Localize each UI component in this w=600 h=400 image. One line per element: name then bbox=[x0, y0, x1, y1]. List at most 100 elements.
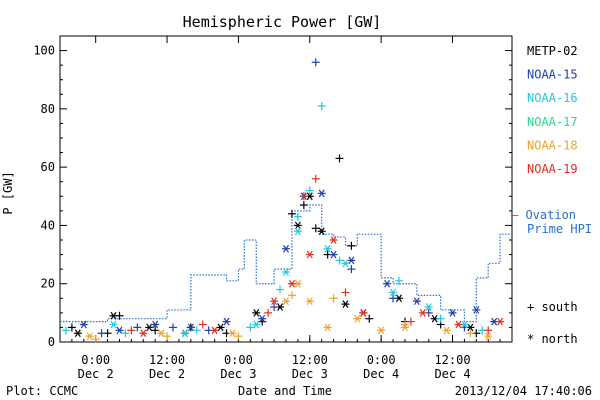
legend: METP-02 NOAA-15 NOAA-16 NOAA-17 NOAA-18 NOAA-… bbox=[511, 44, 592, 346]
north-point bbox=[228, 329, 237, 338]
north-point bbox=[305, 297, 314, 306]
north-point bbox=[151, 320, 160, 329]
south-point bbox=[436, 314, 445, 323]
north-point bbox=[389, 288, 398, 297]
south-point bbox=[121, 329, 130, 338]
north-point bbox=[293, 227, 302, 236]
north-point bbox=[448, 309, 457, 317]
north-point bbox=[353, 314, 362, 323]
south-point bbox=[311, 224, 320, 233]
south-point bbox=[395, 276, 403, 285]
x-tick-time: 12:00 bbox=[292, 353, 328, 367]
north-point bbox=[341, 259, 350, 268]
north-point bbox=[329, 236, 338, 244]
x-tick-time: 12:00 bbox=[434, 353, 470, 367]
north-point bbox=[73, 329, 82, 338]
north-point bbox=[305, 250, 314, 259]
x-tick-date: Dec 3 bbox=[220, 367, 256, 381]
south-point bbox=[133, 323, 142, 332]
south-point bbox=[163, 332, 172, 341]
north-point bbox=[412, 297, 421, 306]
south-point bbox=[97, 329, 106, 338]
south-point bbox=[198, 320, 207, 329]
legend-entry: NOAA-18 bbox=[527, 138, 578, 152]
south-point bbox=[311, 174, 320, 183]
plot-timestamp: 2013/12/04 17:40:06 bbox=[455, 384, 592, 398]
north-point bbox=[484, 332, 493, 341]
north-point bbox=[454, 320, 463, 329]
north-point bbox=[323, 323, 332, 332]
ovation-hpi-line bbox=[60, 204, 512, 323]
x-tick-date: Dec 3 bbox=[292, 367, 328, 381]
legend-entry: NOAA-16 bbox=[527, 91, 578, 105]
legend-ovation-line2: Prime HPI bbox=[527, 222, 592, 236]
south-point bbox=[61, 326, 70, 335]
y-tick-label: 0 bbox=[48, 335, 55, 349]
legend-ovation-line1: — Ovation bbox=[511, 208, 576, 222]
north-point bbox=[252, 309, 261, 317]
south-point bbox=[293, 212, 302, 221]
south-point bbox=[151, 326, 160, 335]
south-point bbox=[287, 209, 296, 218]
north-point bbox=[258, 314, 267, 323]
north-point bbox=[442, 326, 451, 335]
y-tick-label: 20 bbox=[41, 277, 55, 291]
x-tick-time: 0:00 bbox=[224, 353, 253, 367]
north-point bbox=[210, 326, 219, 335]
north-point bbox=[282, 268, 290, 276]
north-point bbox=[317, 227, 326, 236]
x-axis-label: Date and Time bbox=[238, 384, 332, 398]
south-point bbox=[317, 101, 326, 110]
legend-north: * north bbox=[527, 332, 578, 346]
data-points bbox=[61, 58, 505, 344]
south-point bbox=[389, 294, 398, 303]
north-point bbox=[139, 329, 148, 338]
ovation-line bbox=[60, 204, 512, 323]
south-point bbox=[341, 288, 350, 297]
north-point bbox=[222, 317, 231, 326]
north-point bbox=[282, 244, 290, 253]
north-point bbox=[252, 320, 261, 329]
south-point bbox=[299, 201, 308, 210]
north-point bbox=[418, 309, 427, 317]
south-point bbox=[335, 256, 344, 265]
y-axis-label: P [GW] bbox=[1, 171, 15, 214]
north-point bbox=[293, 221, 302, 230]
south-point bbox=[192, 326, 201, 335]
x-tick-date: Dec 4 bbox=[434, 367, 470, 381]
south-point bbox=[329, 294, 338, 303]
south-point bbox=[347, 265, 356, 274]
legend-entry: NOAA-15 bbox=[527, 68, 578, 82]
legend-entry: METP-02 bbox=[527, 44, 578, 58]
north-point bbox=[282, 297, 290, 306]
north-point bbox=[180, 329, 189, 338]
south-point bbox=[484, 326, 493, 335]
x-tick-date: Dec 2 bbox=[149, 367, 185, 381]
south-point bbox=[466, 329, 475, 338]
south-point bbox=[91, 335, 100, 344]
y-tick-label: 100 bbox=[33, 44, 55, 58]
north-point bbox=[472, 306, 481, 314]
north-point bbox=[329, 250, 338, 259]
north-point bbox=[216, 323, 225, 332]
x-tick-time: 0:00 bbox=[367, 353, 396, 367]
north-point bbox=[400, 323, 409, 332]
north-point bbox=[186, 323, 195, 332]
plot-credit: Plot: CCMC bbox=[6, 384, 78, 398]
south-point bbox=[299, 192, 308, 201]
north-point bbox=[115, 326, 124, 335]
north-point bbox=[341, 300, 350, 308]
north-point bbox=[347, 256, 356, 265]
south-point bbox=[127, 326, 136, 335]
north-point bbox=[157, 329, 166, 338]
legend-south: + south bbox=[527, 300, 578, 314]
plot-frame bbox=[59, 35, 513, 343]
south-point bbox=[276, 285, 285, 294]
south-point bbox=[246, 323, 255, 332]
south-point bbox=[347, 241, 356, 250]
south-point bbox=[365, 314, 374, 323]
south-point bbox=[169, 323, 177, 332]
x-tick-date: Dec 2 bbox=[78, 367, 114, 381]
north-point bbox=[79, 320, 88, 329]
north-point bbox=[424, 303, 433, 311]
